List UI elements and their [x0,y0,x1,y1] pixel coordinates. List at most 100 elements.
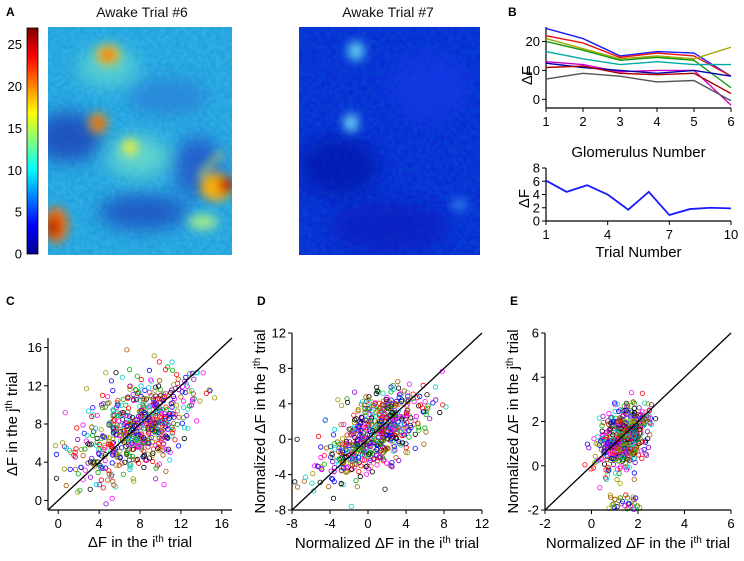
scatter-point [309,480,315,486]
scatter-point [151,353,157,359]
x-tick-label: 4 [653,114,660,129]
x-tick-label: 1 [542,227,549,242]
scatter-point [599,423,605,429]
scatter-point [619,434,626,440]
scatter-point [414,395,420,401]
scatter-point [631,456,638,462]
scatter-point [52,442,59,449]
panel-letter-a: A [6,5,15,19]
scatter-point [165,446,171,452]
scatter-point [349,442,355,448]
x-tick-label: 12 [475,516,489,531]
scatter-point [595,441,601,447]
scatter-point [621,407,627,414]
x-axis-label-end: trial [451,535,479,552]
scatter-point [628,424,635,430]
scatter-point [100,401,106,407]
scatter-point [618,425,624,432]
colorbar-tick-label: 20 [8,79,22,94]
scatter-point [148,377,154,383]
scatter-point [369,428,376,434]
scatter-point [407,422,413,428]
scatter-point [328,443,334,449]
scatter-point [595,434,601,440]
scatter-point [98,427,104,433]
y-axis-label: ΔF [516,189,533,208]
scatter-point [430,400,436,406]
scatter-point [190,396,196,402]
y-tick-label: 4 [532,370,539,385]
scatter-point [635,442,641,448]
series-line-trial [545,179,732,217]
scatter-point [83,438,89,444]
scatter-point [611,445,617,452]
scatter-point [377,455,383,461]
scatter-point [156,359,162,365]
scatter-point [621,423,627,429]
scatter-point [617,480,623,486]
scatter-point [393,454,399,461]
scatter-point [144,421,150,427]
scatter-point [443,404,449,410]
scatter-point [91,459,97,465]
scatter-point [623,492,629,498]
scatter-point [617,407,623,413]
x-tick-label: 3 [616,114,623,129]
scatter-point [167,457,173,463]
scatter-point [612,400,618,406]
scatter-point [388,430,394,436]
scatter-point [398,398,405,405]
scatter-point [623,407,630,413]
scatter-point [162,366,169,373]
x-tick-label: -2 [539,516,551,531]
scatter-point [203,390,209,396]
scatter-point [384,432,390,438]
scatter-point [411,399,417,405]
scatter-point [150,458,156,465]
scatter-point [617,495,623,501]
scatter-point [631,410,638,416]
scatter-point [152,387,158,393]
scatter-point [395,424,401,430]
scatter-point [156,383,162,389]
scatter-point [87,486,93,492]
scatter-point [152,436,158,442]
y-tick-label: -4 [274,467,286,482]
scatter-point [362,409,368,415]
x-tick-label: 10 [724,227,738,242]
scatter-point [161,481,167,488]
scatter-point [318,444,324,450]
scatter-point [122,459,128,465]
scatter-point [364,432,371,438]
scatter-point [630,506,636,512]
colorbar-ticks: 0 5 10 15 20 25 [8,37,22,261]
scatter-point [638,448,644,454]
scatter-point [400,440,406,446]
scatter-point [130,476,136,482]
scatter-point [110,387,116,394]
scatter-point [161,410,168,417]
scatter-point [95,469,101,476]
scatter-point [200,370,206,376]
scatter-point [160,452,166,458]
x-axis-label: ΔF in the ith trial [88,534,192,552]
scatter-point [148,394,154,400]
colorbar-tick-label: 15 [8,121,22,136]
scatter-point [361,457,367,463]
scatter-point [150,418,156,424]
scatter-point [398,392,404,398]
scatter-point [354,441,361,447]
scatter-point [647,420,653,426]
y-tick-label: 12 [28,378,42,393]
scatter-point [87,474,94,480]
scatter-point [640,409,646,415]
scatter-point [294,484,301,490]
scatter-point [366,394,372,400]
scatter-point [599,428,605,434]
scatter-point [344,399,351,405]
scatter-point [614,503,620,510]
scatter-points [582,389,659,513]
scatter-point [101,453,107,459]
scatter-point [131,423,137,429]
scatter-point [403,444,409,451]
